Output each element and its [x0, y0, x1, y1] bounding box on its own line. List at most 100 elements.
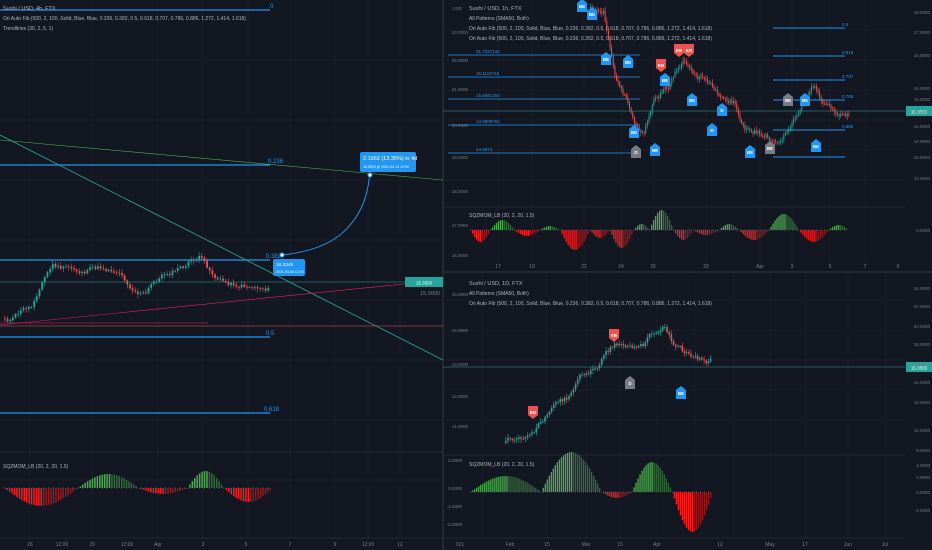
- chart-title[interactable]: Sushi / USD, 1D, FTX: [469, 281, 523, 287]
- right-top-momentum-bar: [603, 230, 605, 237]
- pattern-badge[interactable]: BE: [587, 7, 597, 20]
- right-bottom-momentum-bar: [486, 481, 488, 492]
- left-candle: [246, 286, 248, 288]
- pattern-badge[interactable]: BE: [800, 93, 810, 106]
- fib-level-value[interactable]: 14.8808764: [476, 119, 500, 124]
- fib-level-label[interactable]: 0.618: [264, 407, 280, 413]
- pattern-badge[interactable]: EB: [528, 406, 538, 419]
- right-top-momentum-squeeze-dot: [684, 229, 686, 231]
- momentum-label[interactable]: SQZMOM_LB (20, 2, 20, 1.5): [3, 464, 69, 470]
- indicator-label[interactable]: Trendlines (30, 2, 5, 1): [3, 26, 53, 32]
- indicator-label[interactable]: All Patterns (SMA50, Both): [469, 16, 529, 22]
- projection-start-point[interactable]: [279, 252, 285, 258]
- left-candle: [35, 296, 38, 301]
- fib-level-label[interactable]: 0.707: [842, 74, 854, 79]
- indicator-label[interactable]: Ori Auto Fib (500, 2, 100, Solid, Blue, …: [469, 26, 712, 32]
- left-momentum-squeeze-dot: [164, 487, 166, 489]
- pattern-badge[interactable]: BE: [629, 125, 639, 138]
- left-momentum-bar: [108, 474, 111, 488]
- left-momentum-bar: [57, 488, 60, 502]
- left-momentum-bar: [245, 488, 247, 502]
- left-candle: [240, 284, 243, 288]
- left-candle: [57, 265, 59, 268]
- projection-box[interactable]: [360, 152, 416, 172]
- pattern-badge[interactable]: BE: [676, 386, 686, 399]
- left-momentum-squeeze-dot: [262, 487, 264, 489]
- right-top-candle: [770, 140, 772, 142]
- right-top-chart-pane[interactable]: 21.7227132 16.1110718 15.5681364 14.8808764…: [443, 0, 932, 270]
- left-candle: [230, 282, 232, 286]
- fib-level-label[interactable]: 0.236: [268, 159, 284, 165]
- right-bottom-candle: [631, 345, 633, 348]
- right-top-candle: [750, 129, 752, 132]
- right-top-momentum-bar: [704, 230, 707, 235]
- pattern-badge[interactable]: BE: [577, 0, 587, 12]
- chart-title[interactable]: Sushi / USD, 1h, FTX: [469, 6, 522, 12]
- fib-level-label[interactable]: 0.786: [842, 94, 854, 99]
- chart-title[interactable]: Sushi / USD, 4h, FTX: [3, 6, 56, 12]
- pattern-badge[interactable]: BE: [650, 143, 660, 156]
- projection-end-point[interactable]: [367, 172, 373, 178]
- pattern-badge[interactable]: EB: [609, 329, 619, 342]
- pattern-badge[interactable]: D: [717, 103, 727, 116]
- pattern-badge[interactable]: BE: [811, 139, 821, 152]
- right-bottom-candle: [605, 350, 607, 356]
- start-point-box[interactable]: [273, 259, 305, 276]
- pattern-badge[interactable]: D: [631, 145, 641, 158]
- right-top-candle: [711, 82, 713, 87]
- pattern-badge[interactable]: EB: [656, 59, 666, 72]
- left-candle: [41, 282, 44, 290]
- pattern-badge[interactable]: D: [707, 123, 717, 136]
- fib-level-value[interactable]: 14.0974: [476, 147, 493, 152]
- fib-level-label[interactable]: 0.382: [266, 254, 282, 260]
- fib-level-label[interactable]: 0.886: [842, 124, 854, 129]
- fib-level-value[interactable]: 16.1110718: [476, 71, 500, 76]
- right-top-momentum-bar: [816, 230, 818, 242]
- right-bottom-momentum-squeeze-dot: [546, 491, 548, 493]
- fib-level-label[interactable]: 0.618: [842, 50, 854, 55]
- momentum-label[interactable]: SQZMOM_LB (20, 2, 20, 1.5): [469, 213, 535, 219]
- right-top-momentum-squeeze-dot: [672, 229, 674, 231]
- fib-level-label[interactable]: 0.5: [842, 22, 849, 27]
- pattern-badge[interactable]: BE: [687, 93, 697, 106]
- pattern-badge[interactable]: BE: [745, 145, 755, 158]
- pattern-badge[interactable]: D: [625, 376, 635, 389]
- right-bottom-momentum-bar: [572, 452, 575, 492]
- right-top-momentum-squeeze-dot: [836, 229, 838, 231]
- momentum-label[interactable]: SQZMOM_LB (20, 2, 20, 1.5): [469, 462, 535, 468]
- right-bottom-candle: [629, 345, 631, 347]
- momentum-axis-label: 0.0000: [448, 486, 462, 491]
- time-axis-label: Apr: [154, 542, 162, 548]
- right-top-momentum-bar: [696, 230, 699, 233]
- pattern-badge[interactable]: BE: [783, 93, 793, 106]
- pattern-badge[interactable]: BE: [765, 141, 775, 154]
- pattern-badge[interactable]: BE: [623, 55, 633, 68]
- right-top-momentum-bar: [471, 230, 474, 234]
- right-bottom-momentum-bar: [603, 492, 605, 494]
- indicator-label[interactable]: Ori Auto Fib (500, 2, 100, Solid, Blue, …: [469, 301, 712, 307]
- pattern-badge[interactable]: EB: [674, 44, 684, 57]
- left-momentum-squeeze-dot: [203, 487, 205, 489]
- pattern-badge[interactable]: BE: [601, 52, 611, 65]
- fib-level-value[interactable]: 15.5681364: [476, 93, 500, 98]
- indicator-label[interactable]: All Patterns (SMA50, Both): [469, 291, 529, 297]
- right-bottom-candle: [594, 368, 596, 370]
- left-momentum-squeeze-dot: [130, 487, 132, 489]
- indicator-label[interactable]: Ori Auto Fib (500, 2, 100, Solid, Blue, …: [3, 16, 246, 22]
- pattern-badge[interactable]: EB: [684, 44, 694, 57]
- projection-curve[interactable]: [281, 169, 371, 256]
- fib-level-label[interactable]: 0.5: [266, 331, 275, 337]
- indicator-label[interactable]: Ori Auto Fib (500, 2, 100, Solid, Blue, …: [469, 36, 712, 42]
- pattern-badge[interactable]: BE: [660, 73, 670, 86]
- right-top-momentum-bar: [575, 230, 577, 250]
- fib-level-label[interactable]: 0: [270, 4, 274, 10]
- right-top-candle: [841, 114, 843, 115]
- right-top-candle: [695, 74, 697, 77]
- right-bottom-candle: [559, 399, 562, 403]
- right-bottom-momentum-bar: [540, 492, 542, 493]
- right-bottom-candle: [618, 344, 620, 346]
- right-bottom-chart-pane[interactable]: 15.3555 24.0000 22.0000 20.0000 18.0000 16.00…: [443, 275, 932, 548]
- fib-level-value[interactable]: 21.7227132: [476, 49, 500, 54]
- left-chart-pane[interactable]: 0 0.236 0.382 0.5 0.618 15.0000 2.1662 (13.35%…: [0, 0, 444, 548]
- right-bottom-candle: [548, 412, 551, 415]
